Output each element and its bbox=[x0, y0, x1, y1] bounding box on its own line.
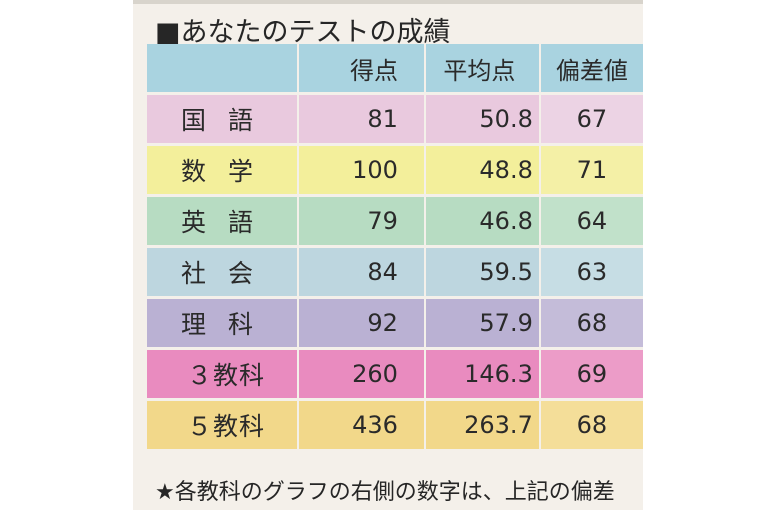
subject-label: 英語 bbox=[181, 208, 276, 237]
subject-cell: ５教科 bbox=[147, 398, 298, 449]
score-cell: 92 bbox=[297, 296, 424, 347]
score-table: 得点 平均点 偏差値 国語 81 50.8 67 数学 100 48.8 71 英語 79 46.8… bbox=[147, 44, 643, 449]
score-cell: 81 bbox=[297, 92, 424, 143]
score-cell: 79 bbox=[297, 194, 424, 245]
deviation-cell: 71 bbox=[538, 143, 643, 194]
subject-label: ３教科 bbox=[187, 361, 266, 390]
average-cell: 263.7 bbox=[423, 398, 539, 449]
table-row: ３教科 260 146.3 69 bbox=[147, 347, 643, 398]
table-row: 数学 100 48.8 71 bbox=[147, 143, 643, 194]
deviation-cell: 67 bbox=[538, 92, 643, 143]
average-cell: 46.8 bbox=[423, 194, 539, 245]
subject-label: ５教科 bbox=[187, 412, 266, 441]
table-row: 英語 79 46.8 64 bbox=[147, 194, 643, 245]
printed-sheet: ■あなたのテストの成績 得点 平均点 偏差値 国語 81 50.8 67 数学 100 48… bbox=[133, 0, 643, 510]
subject-cell: 数学 bbox=[147, 143, 298, 194]
table-row: 国語 81 50.8 67 bbox=[147, 92, 643, 143]
score-cell: 260 bbox=[297, 347, 424, 398]
header-row: 得点 平均点 偏差値 bbox=[147, 44, 643, 92]
subject-label: 社会 bbox=[181, 259, 276, 288]
subject-cell: ３教科 bbox=[147, 347, 298, 398]
deviation-cell: 68 bbox=[538, 398, 643, 449]
score-cell: 436 bbox=[297, 398, 424, 449]
score-cell: 84 bbox=[297, 245, 424, 296]
header-score: 得点 bbox=[297, 44, 424, 92]
average-cell: 146.3 bbox=[423, 347, 539, 398]
average-cell: 57.9 bbox=[423, 296, 539, 347]
subject-cell: 英語 bbox=[147, 194, 298, 245]
subject-label: 国語 bbox=[181, 106, 276, 135]
subject-cell: 国語 bbox=[147, 92, 298, 143]
deviation-cell: 64 bbox=[538, 194, 643, 245]
header-subject bbox=[147, 44, 298, 92]
header-deviation: 偏差値 bbox=[538, 44, 643, 92]
average-cell: 59.5 bbox=[423, 245, 539, 296]
subject-cell: 社会 bbox=[147, 245, 298, 296]
deviation-cell: 69 bbox=[538, 347, 643, 398]
table-row: 理科 92 57.9 68 bbox=[147, 296, 643, 347]
average-cell: 50.8 bbox=[423, 92, 539, 143]
table-row: ５教科 436 263.7 68 bbox=[147, 398, 643, 449]
table-row: 社会 84 59.5 63 bbox=[147, 245, 643, 296]
footnote: ★各教科のグラフの右側の数字は、上記の偏差 bbox=[155, 480, 615, 505]
section-title: ■あなたのテストの成績 bbox=[155, 17, 451, 48]
header-average: 平均点 bbox=[423, 44, 539, 92]
score-cell: 100 bbox=[297, 143, 424, 194]
subject-cell: 理科 bbox=[147, 296, 298, 347]
subject-label: 数学 bbox=[181, 157, 276, 186]
subject-label: 理科 bbox=[181, 310, 276, 339]
deviation-cell: 63 bbox=[538, 245, 643, 296]
top-rule bbox=[133, 0, 643, 4]
average-cell: 48.8 bbox=[423, 143, 539, 194]
deviation-cell: 68 bbox=[538, 296, 643, 347]
